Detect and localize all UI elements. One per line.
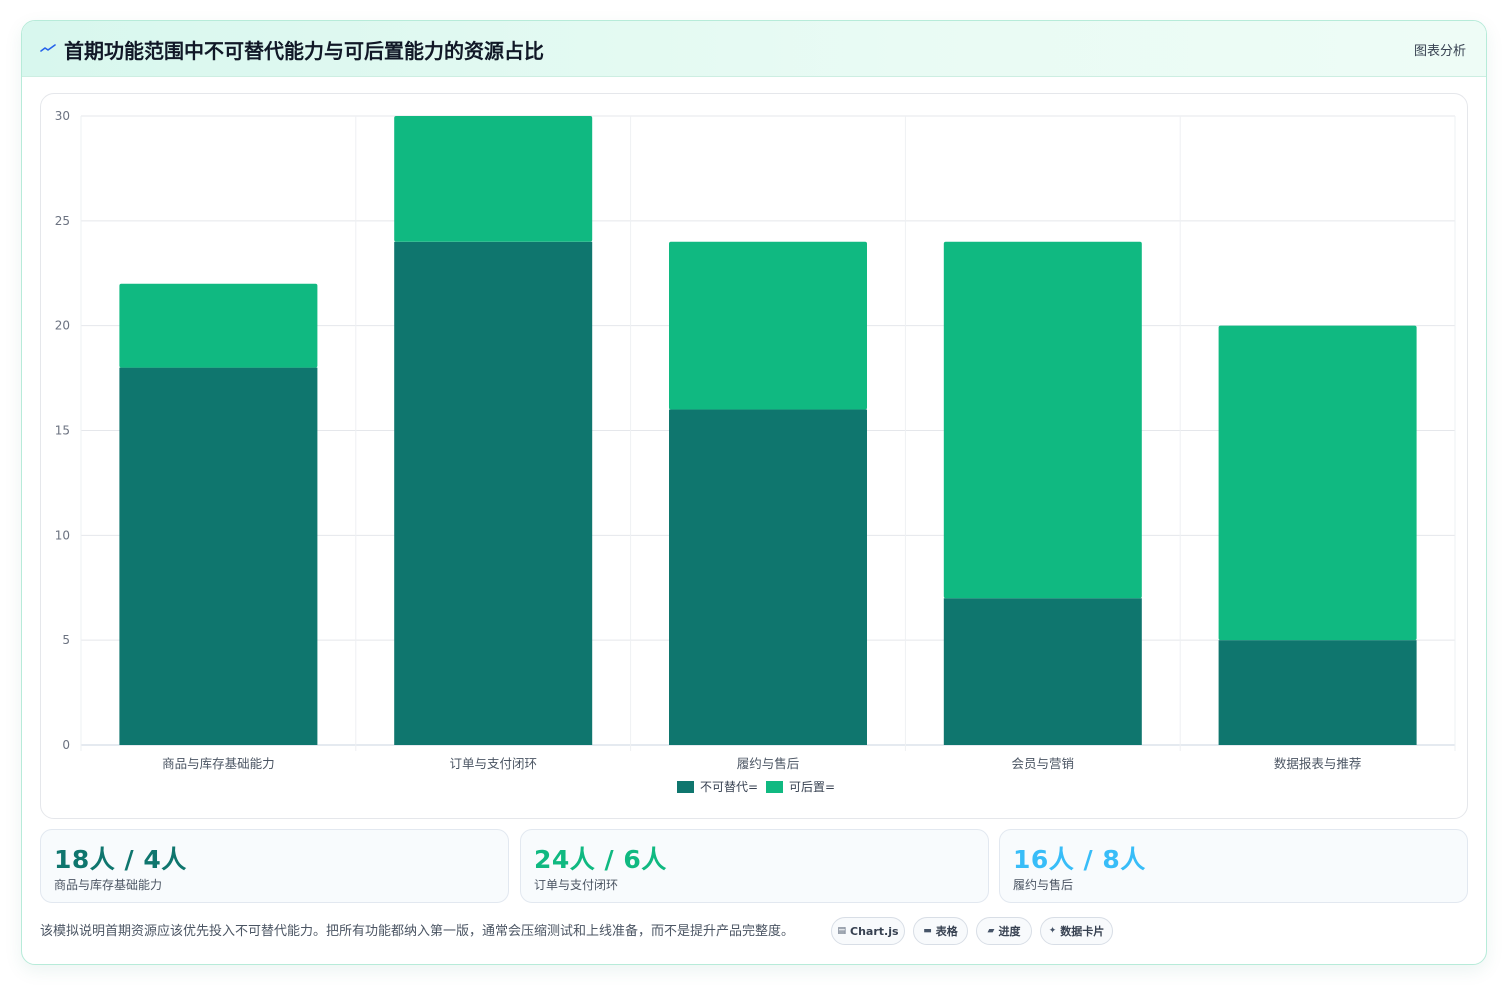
- pill-label: Chart.js: [850, 924, 899, 938]
- sparkle-icon: ✦: [1048, 926, 1057, 936]
- bar-segment: [669, 409, 867, 745]
- stat-value: 16人 / 8人: [1013, 845, 1146, 874]
- y-tick-label: 20: [55, 319, 70, 333]
- card-header: 首期功能范围中不可替代能力与可后置能力的资源占比 图表分析: [22, 21, 1486, 77]
- legend-label: 可后置=: [789, 780, 835, 794]
- stat-card-3: 16人 / 8人 履约与售后: [999, 829, 1468, 903]
- y-tick-label: 10: [55, 528, 70, 542]
- x-tick-label: 订单与支付闭环: [449, 756, 537, 771]
- chart-panel: 0 5 10 15 20 25 30 商品与库存基础能力 订单与支付闭环 履约与售后 会员与营销 数据…: [40, 93, 1468, 819]
- x-tick-label: 会员与营销: [1012, 756, 1075, 771]
- stat-label: 订单与支付闭环: [534, 878, 619, 892]
- stat-label: 履约与售后: [1013, 878, 1074, 892]
- data-card-pill[interactable]: ✦ 数据卡片: [1040, 917, 1113, 945]
- table-icon: ▬: [923, 926, 932, 936]
- bar-segment: [943, 598, 1142, 745]
- stat-value: 24人 / 6人: [534, 845, 667, 874]
- stat-card-2: 24人 / 6人 订单与支付闭环: [520, 829, 989, 903]
- pill-label: 进度: [998, 925, 1021, 938]
- chart-icon: ▤: [837, 926, 846, 936]
- bar-segment: [394, 116, 593, 242]
- table-pill[interactable]: ▬ 表格: [913, 917, 968, 945]
- y-tick-label: 30: [55, 109, 70, 123]
- chart-analysis-link[interactable]: 图表分析: [1413, 44, 1466, 59]
- bar-segment: [394, 241, 593, 746]
- chart-card: 首期功能范围中不可替代能力与可后置能力的资源占比 图表分析 0 5 10 15 20 25…: [21, 20, 1487, 965]
- y-tick-label: 0: [62, 738, 70, 752]
- bar-segment: [1218, 325, 1417, 641]
- bar-segment: [943, 241, 1142, 599]
- chartjs-pill[interactable]: ▤ Chart.js: [831, 917, 905, 945]
- bar-segment: [119, 283, 318, 368]
- progress-icon: ▰: [987, 926, 995, 936]
- x-tick-label: 履约与售后: [737, 756, 800, 771]
- stat-value: 18人 / 4人: [54, 845, 187, 874]
- stat-label: 商品与库存基础能力: [54, 878, 163, 892]
- legend-swatch: [766, 781, 783, 793]
- bar-segment: [669, 241, 867, 410]
- legend-swatch: [677, 781, 694, 793]
- x-tick-label: 商品与库存基础能力: [162, 756, 275, 771]
- legend-label: 不可替代=: [700, 780, 758, 794]
- stacked-bar-chart: 0 5 10 15 20 25 30 商品与库存基础能力 订单与支付闭环 履约与售后 会员与营销 数据…: [55, 109, 1456, 794]
- x-tick-label: 数据报表与推荐: [1274, 756, 1362, 771]
- pill-label: 数据卡片: [1060, 925, 1105, 938]
- y-tick-label: 5: [62, 633, 70, 647]
- bar-segment: [119, 367, 318, 745]
- pill-label: 表格: [935, 925, 958, 938]
- bar-segment: [1218, 640, 1417, 745]
- y-tick-label: 15: [55, 424, 70, 438]
- footnote: 该模拟说明首期资源应该优先投入不可替代能力。把所有功能都纳入第一版，通常会压缩测…: [40, 924, 795, 939]
- stat-card-1: 18人 / 4人 商品与库存基础能力: [40, 829, 509, 903]
- page-title: 首期功能范围中不可替代能力与可后置能力的资源占比: [64, 39, 544, 63]
- y-tick-label: 25: [55, 214, 70, 228]
- progress-pill[interactable]: ▰ 进度: [976, 917, 1032, 945]
- trend-icon: [40, 44, 56, 52]
